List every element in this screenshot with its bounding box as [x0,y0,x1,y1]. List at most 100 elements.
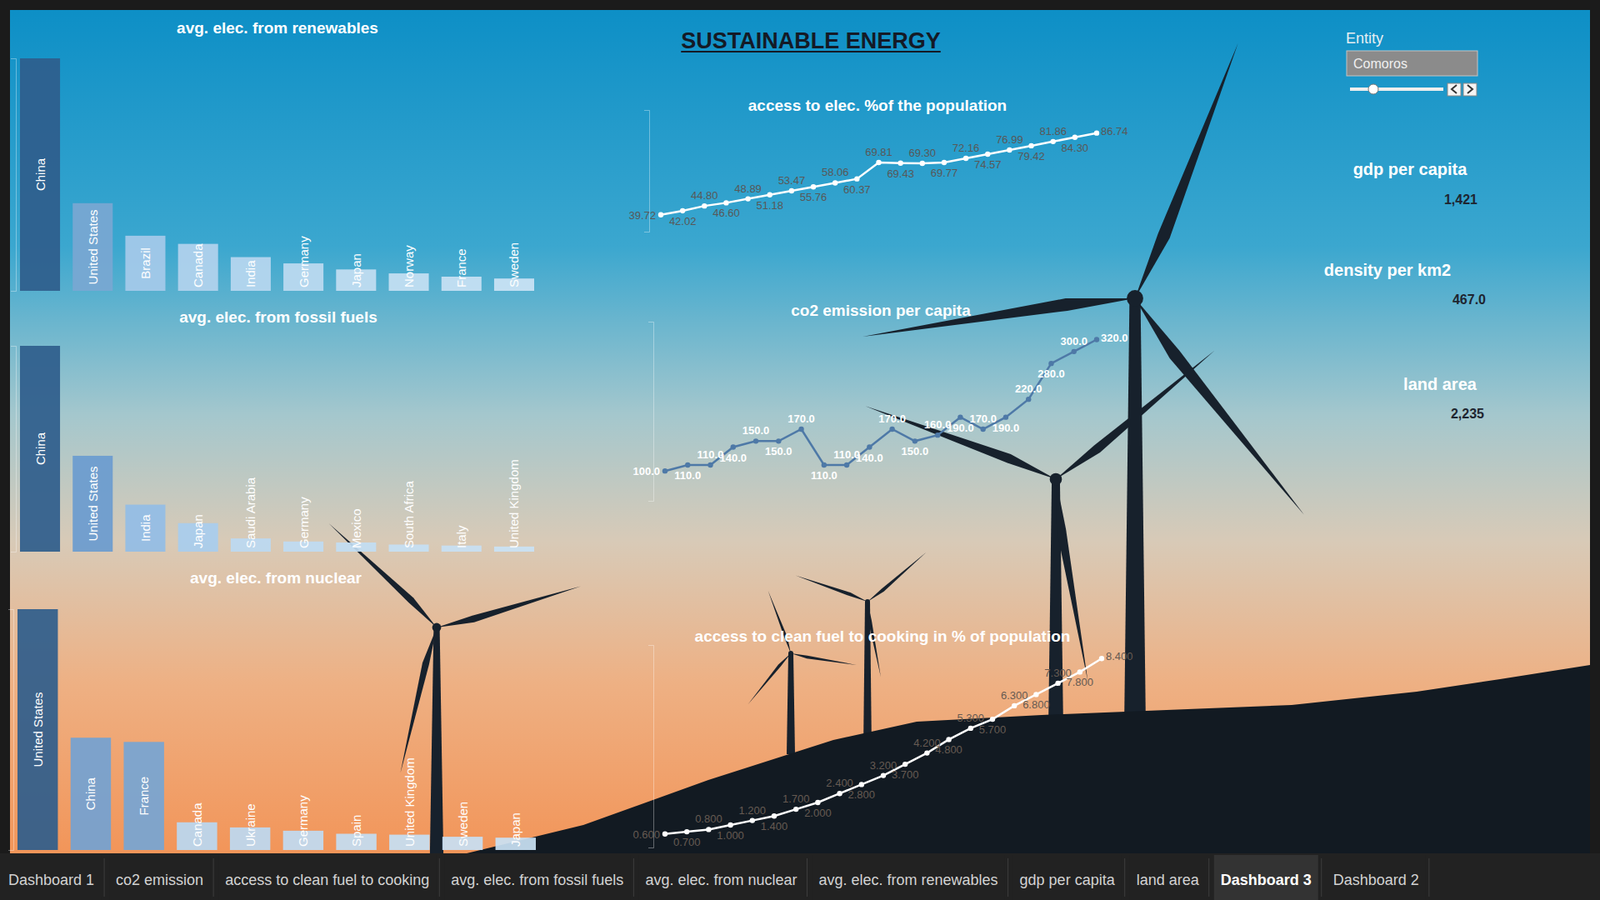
marker [836,790,842,796]
tab[interactable]: avg. elec. from fossil fuels [444,855,630,900]
data-label: 72.16 [952,141,980,155]
data-label: 2.800 [848,788,876,801]
tab[interactable]: avg. elec. from nuclear [638,855,804,900]
marker [1006,147,1012,153]
data-label: 8.400 [1105,650,1134,663]
marker [727,822,733,828]
chart-title: access to clean fuel to cooking in % of … [695,627,1071,645]
tab-label[interactable]: Dashboard 1 [8,871,95,889]
tab-label[interactable]: gdp per capita [1020,871,1116,889]
marker [662,468,668,474]
marker [745,195,750,201]
marker [767,192,773,198]
marker [945,736,951,742]
data-label: 140.0 [855,451,884,465]
tab-label[interactable]: access to clean fuel to cooking [225,871,430,889]
data-label: 100.0 [632,465,660,478]
data-label: 140.0 [720,451,748,465]
marker [685,462,690,468]
category-label: Canada [190,243,205,288]
marker [771,813,777,819]
category-label: India [243,260,258,288]
tab-label[interactable]: avg. elec. from nuclear [645,871,797,889]
tab-label[interactable]: Dashboard 2 [1333,871,1420,889]
category-label: Japan [349,253,364,288]
axis-line [8,610,15,851]
marker [707,462,713,468]
tab[interactable]: gdp per capita [1013,855,1122,900]
category-label: Japan [508,812,523,847]
bars [20,58,535,291]
bar [123,741,164,850]
marker [880,772,886,778]
category-label: India [138,514,153,542]
data-label: 2.400 [825,776,854,790]
tab[interactable]: land area [1130,855,1206,900]
data-labels: 100.0110.0110.0140.0150.0150.0170.0110.0… [632,331,1128,483]
category-label: Germany [296,496,311,549]
category-labels: ChinaUnited StatesIndiaJapanSaudi Arabia… [33,431,522,549]
chart-title: avg. elec. from nuclear [190,569,363,587]
tab-separator [439,858,440,897]
tab-separator [213,858,215,897]
tab[interactable]: co2 emission [109,855,210,900]
category-label: Saudi Arabia [243,476,258,549]
category-label: Mexico [349,508,364,549]
tab-label[interactable]: land area [1136,871,1200,889]
marker [750,817,755,823]
data-label: 39.72 [628,209,656,222]
bar [20,345,60,552]
data-label: 170.0 [787,412,815,425]
data-label: 79.42 [1017,150,1045,163]
data-label: 320.0 [1100,331,1129,345]
marker [723,200,729,205]
filter-dropdown[interactable]: Comoros [1346,50,1478,76]
tab[interactable]: access to clean fuel to cooking [218,855,436,900]
category-label: Ukraine [243,803,258,847]
data-label: 48.89 [734,182,762,195]
tab[interactable]: Dashboard 3 [1214,855,1319,900]
data-labels: 0.6000.7000.8001.0001.2001.4001.7002.000… [632,650,1133,849]
kpi-value: 2,235 [1450,406,1485,421]
chart-title: access to elec. %of the population [748,96,1007,115]
tab-label[interactable]: Dashboard 3 [1220,871,1312,889]
turbine [748,590,857,755]
marker [658,212,664,218]
bar [178,244,219,291]
marker [1099,655,1105,661]
title-underline [680,50,941,53]
data-label: 69.43 [886,167,915,180]
tab[interactable]: Dashboard 2 [1326,855,1426,900]
tab[interactable]: avg. elec. from renewables [811,855,1005,900]
data-label: 170.0 [878,412,906,425]
tab-label[interactable]: co2 emission [115,871,204,889]
filter-slider[interactable] [1350,84,1444,95]
marker [1028,143,1034,149]
category-labels: ChinaUnited StatesBrazilCanadaIndiaGerma… [33,157,522,288]
marker [1094,130,1100,135]
tab-label[interactable]: avg. elec. from renewables [818,871,998,889]
tab-separator [1320,858,1322,897]
marker [1055,680,1060,686]
filter-value[interactable]: Comoros [1353,56,1408,71]
data-label: 84.30 [1061,141,1090,155]
filter-step-button[interactable] [1447,83,1461,96]
filter-step-button[interactable] [1463,83,1477,96]
marker [1003,414,1009,420]
marker [935,432,940,438]
data-label: 3.700 [891,768,920,781]
category-label: China [33,157,48,191]
tab[interactable]: Dashboard 1 [1,855,101,900]
data-label: 51.18 [755,199,784,212]
data-label: 0.700 [673,835,701,849]
marker [866,444,872,450]
category-label: Brazil [138,247,153,280]
line [665,340,1097,472]
marker [662,831,668,837]
marker [1048,360,1054,366]
category-labels: United StatesChinaFranceCanadaUkraineGer… [30,691,524,847]
chart-title: co2 emission per capita [790,301,971,320]
kpi-label: land area [1403,375,1478,394]
tab-label[interactable]: avg. elec. from fossil fuels [450,871,624,889]
bar [125,235,165,291]
